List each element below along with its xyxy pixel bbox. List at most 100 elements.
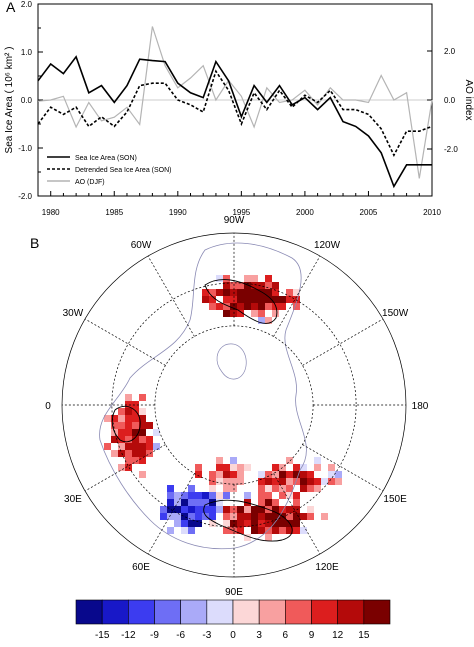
colorbar-swatch [285, 599, 312, 625]
colorbar-swatch [75, 599, 103, 625]
grid-cell [258, 282, 265, 289]
panel-a-label: A [6, 0, 16, 15]
grid-cell [230, 485, 237, 492]
y2-tick-label: -2.0 [444, 145, 458, 154]
grid-cell [125, 415, 132, 422]
grid-cell [216, 492, 223, 499]
grid-cell [167, 506, 174, 513]
grid-cell [104, 443, 111, 450]
grid-cell [244, 282, 251, 289]
grid-cell [230, 457, 237, 464]
grid-cell [132, 443, 139, 450]
grid-cell [195, 506, 202, 513]
meridian-line [302, 318, 384, 366]
grid-cell [251, 506, 258, 513]
grid-cell [328, 478, 335, 485]
grid-cell [118, 429, 125, 436]
longitude-label: 60E [132, 562, 150, 573]
longitude-label: 90W [224, 215, 245, 226]
grid-cell [118, 443, 125, 450]
grid-cell [265, 534, 272, 541]
grid-cell [335, 478, 342, 485]
longitude-label: 150E [383, 494, 407, 505]
grid-cell [230, 464, 237, 471]
y2-tick-label: 2.0 [444, 47, 456, 56]
grid-cell [160, 506, 167, 513]
grid-cell [139, 394, 146, 401]
grid-cell [209, 296, 216, 303]
grid-cell [265, 471, 272, 478]
colorbar-tick-label: -6 [176, 630, 185, 641]
grid-cell [265, 499, 272, 506]
y-tick-label: 0.0 [21, 96, 33, 105]
grid-cell [258, 289, 265, 296]
grid-cell [195, 499, 202, 506]
longitude-label: 150W [382, 308, 409, 319]
grid-cell [202, 492, 209, 499]
longitude-label: 30W [63, 308, 84, 319]
grid-cell [265, 303, 272, 310]
grid-cell [118, 408, 125, 415]
grid-cell [244, 513, 251, 520]
grid-cell [223, 296, 230, 303]
grid-cell [237, 289, 244, 296]
grid-cell [230, 310, 237, 317]
grid-cell [279, 506, 286, 513]
grid-cell [237, 296, 244, 303]
grid-cell [293, 506, 300, 513]
grid-cell [272, 520, 279, 527]
colorbar-swatch [206, 599, 234, 625]
grid-cell [125, 464, 132, 471]
legend-label-1: Detrended Sea Ice Area (SON) [75, 167, 172, 174]
significance-contour [111, 406, 141, 443]
grid-cell [251, 282, 258, 289]
grid-cell [111, 415, 118, 422]
grid-cell [286, 485, 293, 492]
grid-cell [300, 478, 307, 485]
grid-cell [111, 422, 118, 429]
longitude-label: 180 [412, 401, 429, 412]
greenland-outline [216, 343, 247, 380]
grid-cell [244, 303, 251, 310]
grid-cell [125, 457, 132, 464]
grid-cell [251, 275, 258, 282]
grid-cell [237, 478, 244, 485]
grid-cell [237, 520, 244, 527]
grid-cell [293, 464, 300, 471]
grid-cell [139, 450, 146, 457]
grid-cell [237, 471, 244, 478]
grid-cell [209, 513, 216, 520]
grid-cell [188, 520, 195, 527]
x-tick-label: 1990 [169, 208, 187, 217]
grid-cell [272, 289, 279, 296]
x-tick-label: 1985 [105, 208, 123, 217]
colorbar-tick-label: -9 [150, 630, 159, 641]
grid-cell [244, 275, 251, 282]
grid-cell [307, 471, 314, 478]
grid-cell [286, 471, 293, 478]
grid-cell [237, 282, 244, 289]
grid-cell [321, 478, 328, 485]
grid-cell [307, 506, 314, 513]
grid-cell [139, 408, 146, 415]
grid-cell [181, 520, 188, 527]
grid-cell [146, 443, 153, 450]
grid-cell [265, 527, 272, 534]
grid-cell [314, 478, 321, 485]
grid-cell [132, 408, 139, 415]
grid-cell [244, 492, 251, 499]
grid-cell [209, 289, 216, 296]
grid-cell [216, 303, 223, 310]
coastline [99, 242, 307, 550]
grid-cell [279, 303, 286, 310]
grid-cell [230, 471, 237, 478]
meridian-line [302, 444, 384, 492]
grid-cell [125, 436, 132, 443]
grid-cell [300, 471, 307, 478]
grid-cell [139, 471, 146, 478]
grid-cell [244, 464, 251, 471]
grid-cell [258, 478, 265, 485]
grid-cell [265, 513, 272, 520]
grid-cell [132, 401, 139, 408]
grid-cell [230, 289, 237, 296]
